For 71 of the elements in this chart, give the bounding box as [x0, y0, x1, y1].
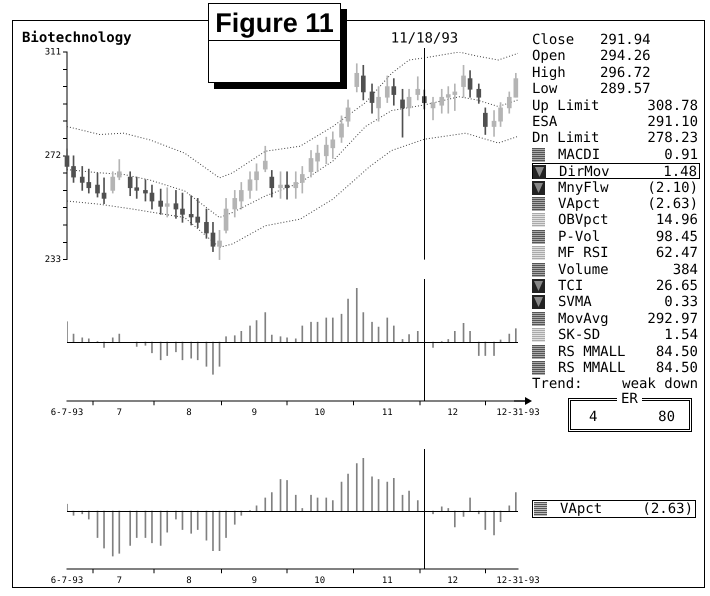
- x-tick-label: 12-31-93: [496, 408, 540, 418]
- text: 294.26: [600, 48, 651, 64]
- text: Dn Limit: [532, 130, 600, 146]
- text: MACDI: [558, 146, 600, 163]
- x-tick-label: 12-31-93: [496, 576, 540, 586]
- text: 98.45: [656, 228, 698, 245]
- text: ESA: [532, 114, 558, 130]
- text: SVMA: [558, 294, 592, 310]
- text: (2.63): [647, 196, 698, 212]
- x-tick-label: 11: [382, 408, 393, 418]
- text: 62.47: [656, 245, 698, 262]
- text: ER: [617, 391, 642, 407]
- x-tick-label: 7: [116, 408, 122, 418]
- text: Volume: [558, 262, 609, 278]
- text: 308.78: [647, 98, 698, 114]
- text: VApct: [558, 196, 600, 212]
- text: MF RSI: [558, 245, 609, 262]
- text: RS MMALL: [558, 344, 626, 360]
- x-tick-label: 12: [447, 576, 458, 586]
- text: RS MMALL: [558, 360, 626, 376]
- y-tick-label: 272: [44, 151, 61, 162]
- text: Close: [532, 32, 574, 48]
- text: MnyFlw: [558, 180, 609, 196]
- y-tick-label: 311: [44, 47, 61, 58]
- text: 292.97: [647, 310, 698, 327]
- text: 14.96: [656, 212, 698, 228]
- chart-title: Biotechnology: [22, 30, 132, 46]
- x-tick-label: 8: [186, 408, 192, 418]
- text: 84.50: [656, 360, 698, 376]
- text: 26.65: [656, 278, 698, 294]
- text: (2.10): [647, 180, 698, 196]
- x-tick-label: 10: [314, 576, 326, 586]
- text: 1.54: [664, 327, 698, 344]
- text: VApct: [560, 501, 602, 517]
- x-tick-label: 11: [382, 576, 393, 586]
- text: Low: [532, 81, 558, 98]
- y-tick-label: 233: [44, 254, 61, 265]
- x-tick-label: 6-7-93: [50, 408, 84, 418]
- x-tick-label: 7: [116, 576, 122, 586]
- text: P-Vol: [558, 228, 600, 245]
- text: 278.23: [647, 130, 698, 146]
- text: weak down: [622, 376, 698, 392]
- text: 84.50: [656, 344, 698, 360]
- text: Trend:: [532, 376, 583, 392]
- text: 296.72: [600, 64, 651, 81]
- text: 291.94: [600, 32, 651, 48]
- text: MovAvg: [558, 310, 609, 327]
- text: High: [532, 64, 566, 81]
- x-tick-label: 6-7-93: [50, 576, 84, 586]
- x-tick-label: 9: [252, 576, 258, 586]
- text: 289.57: [600, 81, 651, 98]
- text: 80: [658, 409, 675, 425]
- text: 0.33: [664, 294, 698, 310]
- text: (2.63): [642, 501, 693, 517]
- text: SK-SD: [558, 327, 600, 344]
- x-tick-label: 8: [186, 576, 192, 586]
- caption: Figure 11: [209, 6, 340, 41]
- text: Open: [532, 48, 566, 64]
- text: 384: [672, 262, 698, 278]
- text: 4: [589, 409, 598, 425]
- text: TCI: [558, 278, 584, 294]
- text: 291.10: [647, 114, 698, 130]
- x-tick-label: 10: [314, 408, 326, 418]
- ref-line-label: 11/18/93: [390, 30, 458, 47]
- x-tick-label: 9: [252, 408, 258, 418]
- text: 1.48: [663, 164, 697, 180]
- text: OBVpct: [558, 212, 609, 228]
- text: Up Limit: [532, 98, 600, 114]
- text: 0.91: [664, 146, 698, 163]
- x-tick-label: 12: [447, 408, 458, 418]
- text: DirMov: [559, 164, 610, 180]
